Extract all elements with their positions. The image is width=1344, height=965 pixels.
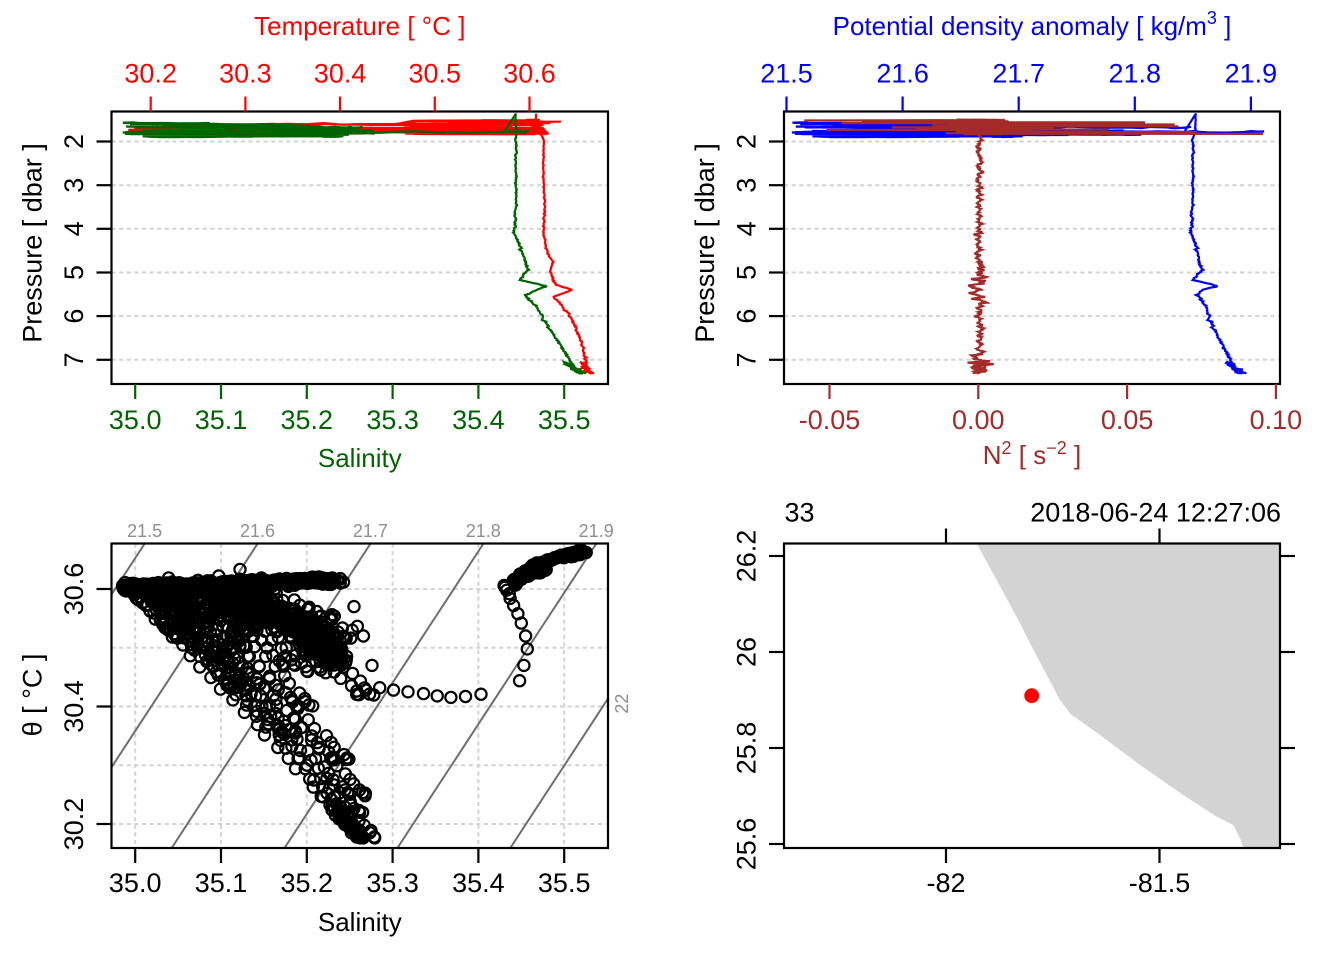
svg-text:-81.5: -81.5 bbox=[1129, 868, 1191, 898]
svg-text:21.5: 21.5 bbox=[127, 521, 162, 541]
svg-text:-82: -82 bbox=[926, 868, 965, 898]
svg-text:25.6: 25.6 bbox=[732, 818, 762, 871]
svg-text:26: 26 bbox=[732, 637, 762, 667]
svg-text:2: 2 bbox=[59, 134, 89, 149]
svg-text:30.4: 30.4 bbox=[314, 59, 367, 89]
svg-text:0.05: 0.05 bbox=[1101, 405, 1154, 435]
svg-text:30.2: 30.2 bbox=[59, 798, 89, 851]
svg-text:35.2: 35.2 bbox=[281, 868, 334, 898]
svg-text:Salinity: Salinity bbox=[318, 907, 402, 937]
svg-text:4: 4 bbox=[59, 221, 89, 236]
svg-text:2018-06-24 12:27:06: 2018-06-24 12:27:06 bbox=[1030, 498, 1281, 528]
svg-text:35.0: 35.0 bbox=[109, 868, 162, 898]
svg-text:Temperature [ °C ]: Temperature [ °C ] bbox=[254, 11, 465, 41]
svg-text:25.8: 25.8 bbox=[732, 722, 762, 775]
svg-text:22: 22 bbox=[612, 694, 632, 714]
svg-text:21.6: 21.6 bbox=[876, 59, 929, 89]
svg-text:30.6: 30.6 bbox=[59, 563, 89, 616]
svg-text:21.7: 21.7 bbox=[353, 521, 388, 541]
svg-text:35.1: 35.1 bbox=[195, 868, 248, 898]
svg-text:35.5: 35.5 bbox=[538, 405, 591, 435]
svg-text:N2 [ s−2 ]: N2 [ s−2 ] bbox=[983, 438, 1081, 470]
svg-text:35.4: 35.4 bbox=[452, 868, 505, 898]
svg-text:Pressure [ dbar ]: Pressure [ dbar ] bbox=[690, 143, 720, 343]
svg-text:35.2: 35.2 bbox=[281, 405, 334, 435]
svg-text:26.2: 26.2 bbox=[732, 530, 762, 583]
svg-text:3: 3 bbox=[732, 178, 762, 193]
svg-text:Potential density anomaly [ kg: Potential density anomaly [ kg/m3 ] bbox=[833, 8, 1232, 41]
svg-text:7: 7 bbox=[59, 352, 89, 367]
svg-text:Salinity: Salinity bbox=[318, 443, 402, 473]
svg-text:6: 6 bbox=[732, 309, 762, 324]
svg-text:33: 33 bbox=[785, 498, 815, 528]
svg-text:35.3: 35.3 bbox=[366, 868, 419, 898]
svg-text:30.5: 30.5 bbox=[409, 59, 462, 89]
svg-text:4: 4 bbox=[732, 221, 762, 236]
svg-text:6: 6 bbox=[59, 309, 89, 324]
svg-text:30.4: 30.4 bbox=[59, 680, 89, 733]
svg-text:21.5: 21.5 bbox=[760, 59, 813, 89]
svg-text:35.0: 35.0 bbox=[109, 405, 162, 435]
svg-text:5: 5 bbox=[59, 265, 89, 280]
svg-text:0.00: 0.00 bbox=[952, 405, 1005, 435]
svg-text:21.8: 21.8 bbox=[1109, 59, 1162, 89]
svg-text:3: 3 bbox=[59, 178, 89, 193]
svg-text:21.9: 21.9 bbox=[1225, 59, 1278, 89]
svg-text:21.7: 21.7 bbox=[992, 59, 1045, 89]
svg-text:21.8: 21.8 bbox=[466, 521, 501, 541]
svg-text:0.10: 0.10 bbox=[1250, 405, 1303, 435]
svg-text:21.6: 21.6 bbox=[240, 521, 275, 541]
svg-text:2: 2 bbox=[732, 134, 762, 149]
svg-text:Pressure [ dbar ]: Pressure [ dbar ] bbox=[18, 143, 48, 343]
svg-text:35.4: 35.4 bbox=[452, 405, 505, 435]
svg-text:30.2: 30.2 bbox=[124, 59, 177, 89]
svg-text:30.3: 30.3 bbox=[219, 59, 272, 89]
svg-text:21.9: 21.9 bbox=[579, 521, 614, 541]
svg-text:7: 7 bbox=[732, 352, 762, 367]
svg-text:θ [ °C ]: θ [ °C ] bbox=[18, 654, 48, 737]
svg-text:35.1: 35.1 bbox=[195, 405, 248, 435]
svg-text:35.5: 35.5 bbox=[538, 868, 591, 898]
svg-text:30.6: 30.6 bbox=[503, 59, 556, 89]
svg-text:35.3: 35.3 bbox=[366, 405, 419, 435]
svg-text:-0.05: -0.05 bbox=[799, 405, 861, 435]
svg-text:5: 5 bbox=[732, 265, 762, 280]
